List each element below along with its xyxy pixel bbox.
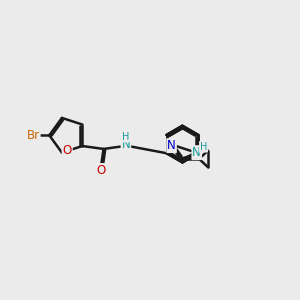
Text: N: N bbox=[167, 139, 176, 152]
Text: N: N bbox=[192, 146, 201, 159]
Text: O: O bbox=[63, 144, 72, 157]
Text: H: H bbox=[122, 132, 130, 142]
Text: O: O bbox=[97, 164, 106, 177]
Text: Br: Br bbox=[26, 129, 40, 142]
Text: H: H bbox=[200, 142, 207, 152]
Text: N: N bbox=[122, 138, 130, 151]
